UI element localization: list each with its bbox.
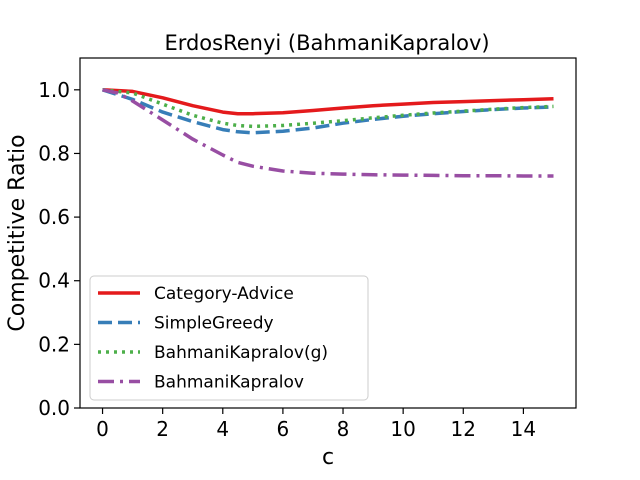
x-tick-label: 14 bbox=[511, 417, 536, 441]
y-tick-label: 0.8 bbox=[38, 141, 70, 165]
legend-box bbox=[89, 275, 369, 401]
y-tick-label: 0.0 bbox=[38, 396, 70, 420]
series-line bbox=[101, 88, 554, 135]
series-line bbox=[102, 88, 554, 116]
x-tick-label: 4 bbox=[216, 417, 229, 441]
plot-frame bbox=[79, 57, 577, 409]
y-axis: 0.0 0.2 0.4 0.6 0.8 1.0 bbox=[38, 78, 80, 420]
legend: Category-Advice SimpleGreedy BahmaniKapral… bbox=[89, 275, 369, 401]
series-line bbox=[102, 88, 554, 178]
y-axis-label: Competitive Ratio bbox=[5, 134, 30, 331]
x-tick-label: 8 bbox=[337, 417, 350, 441]
x-tick-label: 2 bbox=[156, 417, 169, 441]
x-tick-label: 0 bbox=[96, 417, 109, 441]
legend-label: Category-Advice bbox=[154, 284, 294, 304]
x-axis: 0 2 4 6 8 10 12 14 bbox=[96, 408, 536, 441]
x-tick-label: 12 bbox=[451, 417, 476, 441]
x-tick-label: 6 bbox=[277, 417, 290, 441]
series-line bbox=[102, 88, 554, 129]
y-tick-label: 0.4 bbox=[38, 269, 70, 293]
x-tick-label: 10 bbox=[390, 417, 415, 441]
x-axis-label: c bbox=[322, 445, 334, 470]
y-tick-label: 1.0 bbox=[38, 78, 70, 102]
legend-label: BahmaniKapralov bbox=[154, 373, 304, 393]
y-tick-label: 0.6 bbox=[38, 205, 70, 229]
chart-title: ErdosRenyi (BahmaniKapralov) bbox=[164, 31, 489, 55]
series-layer bbox=[101, 88, 554, 178]
legend-label: BahmaniKapralov(g) bbox=[154, 343, 328, 363]
y-tick-label: 0.2 bbox=[38, 332, 70, 356]
legend-label: SimpleGreedy bbox=[154, 314, 274, 334]
